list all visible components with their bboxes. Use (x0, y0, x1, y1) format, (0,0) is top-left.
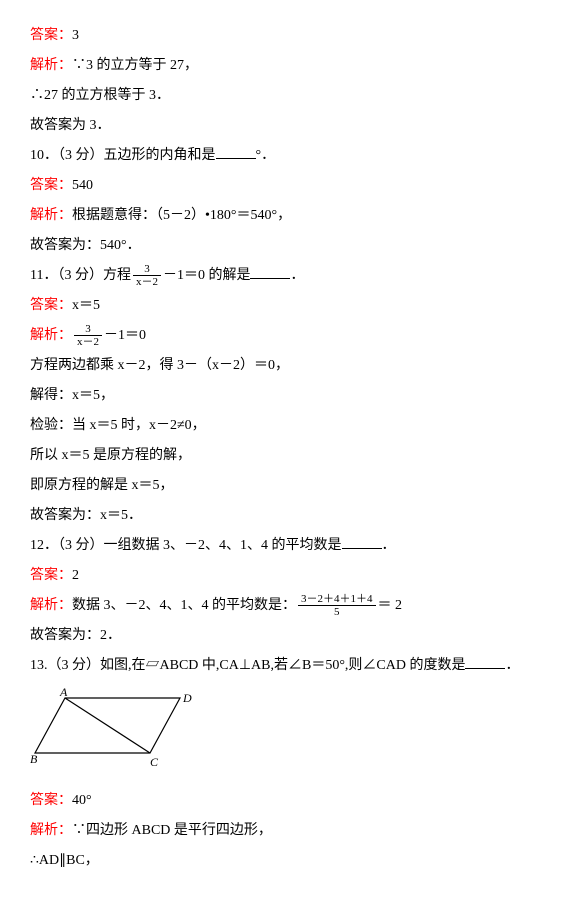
vertex-b: B (30, 752, 38, 766)
question-text: 13.（3 分）如图,在▱ABCD 中,CA⊥AB,若∠B＝50°,则∠CAD … (30, 658, 465, 673)
question-text: 10．（3 分）五边形的内角和是 (30, 148, 216, 163)
question-text: 12．（3 分）一组数据 3、－2、4、1、4 的平均数是 (30, 538, 342, 553)
numerator: 3 (133, 263, 161, 276)
question-suffix: °． (256, 148, 276, 163)
text-line: 解得：x＝5， (30, 382, 536, 410)
analysis-line: 解析：3x－2－1＝0 (30, 322, 536, 350)
blank (250, 264, 290, 279)
blank (465, 654, 505, 669)
question-suffix: ． (505, 658, 519, 673)
text-line: 检验：当 x＝5 时，x－2≠0， (30, 412, 536, 440)
question-line: 11．（3 分）方程3x－2－1＝0 的解是 ． (30, 262, 536, 290)
text-line: ∴AD∥BC， (30, 847, 536, 875)
question-line: 12．（3 分）一组数据 3、－2、4、1、4 的平均数是 ． (30, 532, 536, 560)
question-line: 10．（3 分）五边形的内角和是 °． (30, 142, 536, 170)
analysis-text: 根据题意得：（5－2）•180°＝540°， (72, 208, 291, 223)
answer-text: x＝5 (72, 298, 100, 313)
answer-label: 答案： (30, 178, 72, 193)
analysis-line: 解析：∵四边形 ABCD 是平行四边形， (30, 817, 536, 845)
analysis-text: －1＝0 (104, 328, 146, 343)
text-line: 方程两边都乘 x－2，得 3－（x－2）＝0， (30, 352, 536, 380)
analysis-label: 解析： (30, 208, 72, 223)
analysis-line: 解析：∵3 的立方等于 27， (30, 52, 536, 80)
question-text: －1＝0 的解是 (163, 268, 251, 283)
question-line: 13.（3 分）如图,在▱ABCD 中,CA⊥AB,若∠B＝50°,则∠CAD … (30, 652, 536, 680)
analysis-label: 解析： (30, 598, 72, 613)
text-line: 故答案为：540°． (30, 232, 536, 260)
fraction: 3x－2 (133, 263, 161, 288)
analysis-text: 数据 3、－2、4、1、4 的平均数是： (72, 598, 296, 613)
blank (216, 144, 256, 159)
answer-label: 答案： (30, 298, 72, 313)
numerator: 3 (74, 323, 102, 336)
fraction: 3－2＋4＋1＋45 (298, 593, 376, 618)
diagonal-ac (65, 698, 150, 753)
text-line: 故答案为 3． (30, 112, 536, 140)
question-suffix: ． (290, 268, 304, 283)
answer-label: 答案： (30, 568, 72, 583)
answer-label: 答案： (30, 28, 72, 43)
analysis-label: 解析： (30, 328, 72, 343)
vertex-d: D (182, 691, 192, 705)
text-line: ∴27 的立方根等于 3． (30, 82, 536, 110)
text-line: 故答案为：x＝5． (30, 502, 536, 530)
parallelogram-diagram: A D B C (30, 688, 536, 779)
text-line: 即原方程的解是 x＝5， (30, 472, 536, 500)
numerator: 3－2＋4＋1＋4 (298, 593, 376, 606)
text-line: 故答案为：2． (30, 622, 536, 650)
analysis-line: 解析：根据题意得：（5－2）•180°＝540°， (30, 202, 536, 230)
answer-line: 答案：540 (30, 172, 536, 200)
parallelogram-svg: A D B C (30, 688, 210, 768)
answer-line: 答案：40° (30, 787, 536, 815)
analysis-text: ∵四边形 ABCD 是平行四边形， (72, 823, 272, 838)
blank (342, 534, 382, 549)
answer-line: 答案：x＝5 (30, 292, 536, 320)
answer-label: 答案： (30, 793, 72, 808)
analysis-label: 解析： (30, 58, 72, 73)
question-suffix: ． (382, 538, 396, 553)
vertex-a: A (59, 688, 68, 699)
answer-text: 3 (72, 28, 79, 43)
answer-line: 答案：2 (30, 562, 536, 590)
answer-line: 答案：3 (30, 22, 536, 50)
analysis-text: ∵3 的立方等于 27， (72, 58, 198, 73)
answer-text: 2 (72, 568, 79, 583)
answer-text: 540 (72, 178, 93, 193)
denominator: x－2 (133, 276, 161, 288)
fraction: 3x－2 (74, 323, 102, 348)
text-line: 所以 x＝5 是原方程的解， (30, 442, 536, 470)
answer-text: 40° (72, 793, 92, 808)
denominator: x－2 (74, 336, 102, 348)
question-text: 11．（3 分）方程 (30, 268, 131, 283)
analysis-text: ＝ 2 (378, 598, 403, 613)
analysis-label: 解析： (30, 823, 72, 838)
analysis-line: 解析：数据 3、－2、4、1、4 的平均数是：3－2＋4＋1＋45＝ 2 (30, 592, 536, 620)
denominator: 5 (298, 606, 376, 618)
vertex-c: C (150, 755, 159, 768)
